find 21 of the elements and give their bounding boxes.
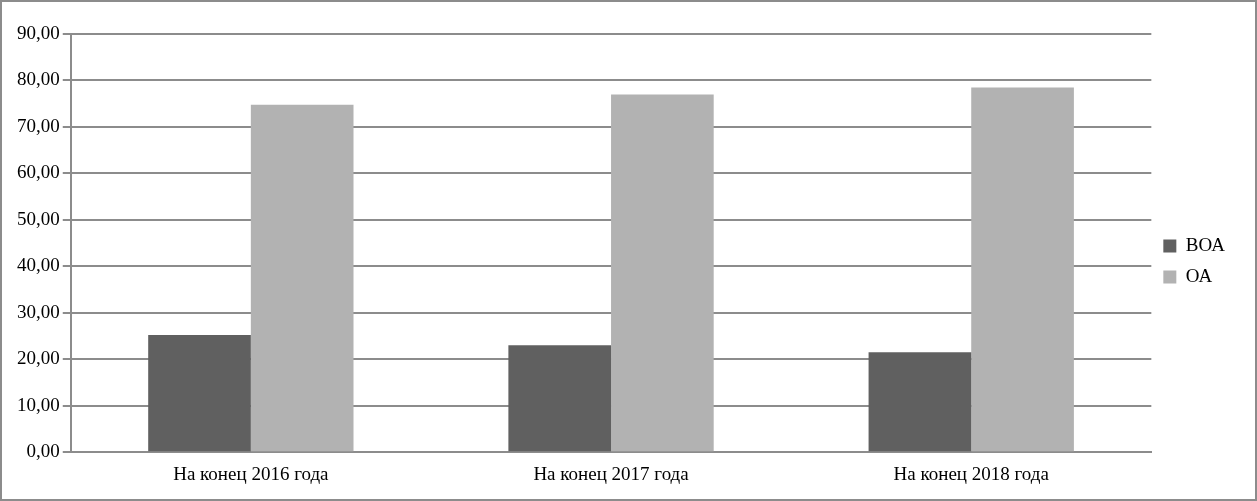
y-tick-label: 70,00 [17, 114, 60, 136]
y-tick-label: 10,00 [17, 393, 60, 415]
bar [611, 94, 714, 452]
x-tick-label: На конец 2017 года [533, 462, 690, 484]
y-tick-label: 40,00 [17, 254, 60, 276]
x-tick-label: На конец 2018 года [893, 462, 1050, 484]
x-tick-label: На конец 2016 года [173, 462, 330, 484]
y-tick-label: 90,00 [17, 21, 60, 43]
bar [250, 104, 354, 452]
bar [148, 335, 251, 452]
y-tick-label: 50,00 [17, 207, 60, 229]
legend-label: ОА [1185, 264, 1213, 286]
bar [868, 352, 972, 452]
y-tick-label: 0,00 [26, 440, 60, 462]
bar [971, 87, 1074, 452]
y-tick-label: 30,00 [17, 300, 60, 322]
y-tick-label: 80,00 [17, 68, 60, 90]
bar [508, 345, 612, 452]
y-tick-label: 20,00 [17, 347, 60, 369]
legend-label: ВОА [1185, 233, 1226, 255]
y-tick-label: 60,00 [17, 161, 60, 183]
